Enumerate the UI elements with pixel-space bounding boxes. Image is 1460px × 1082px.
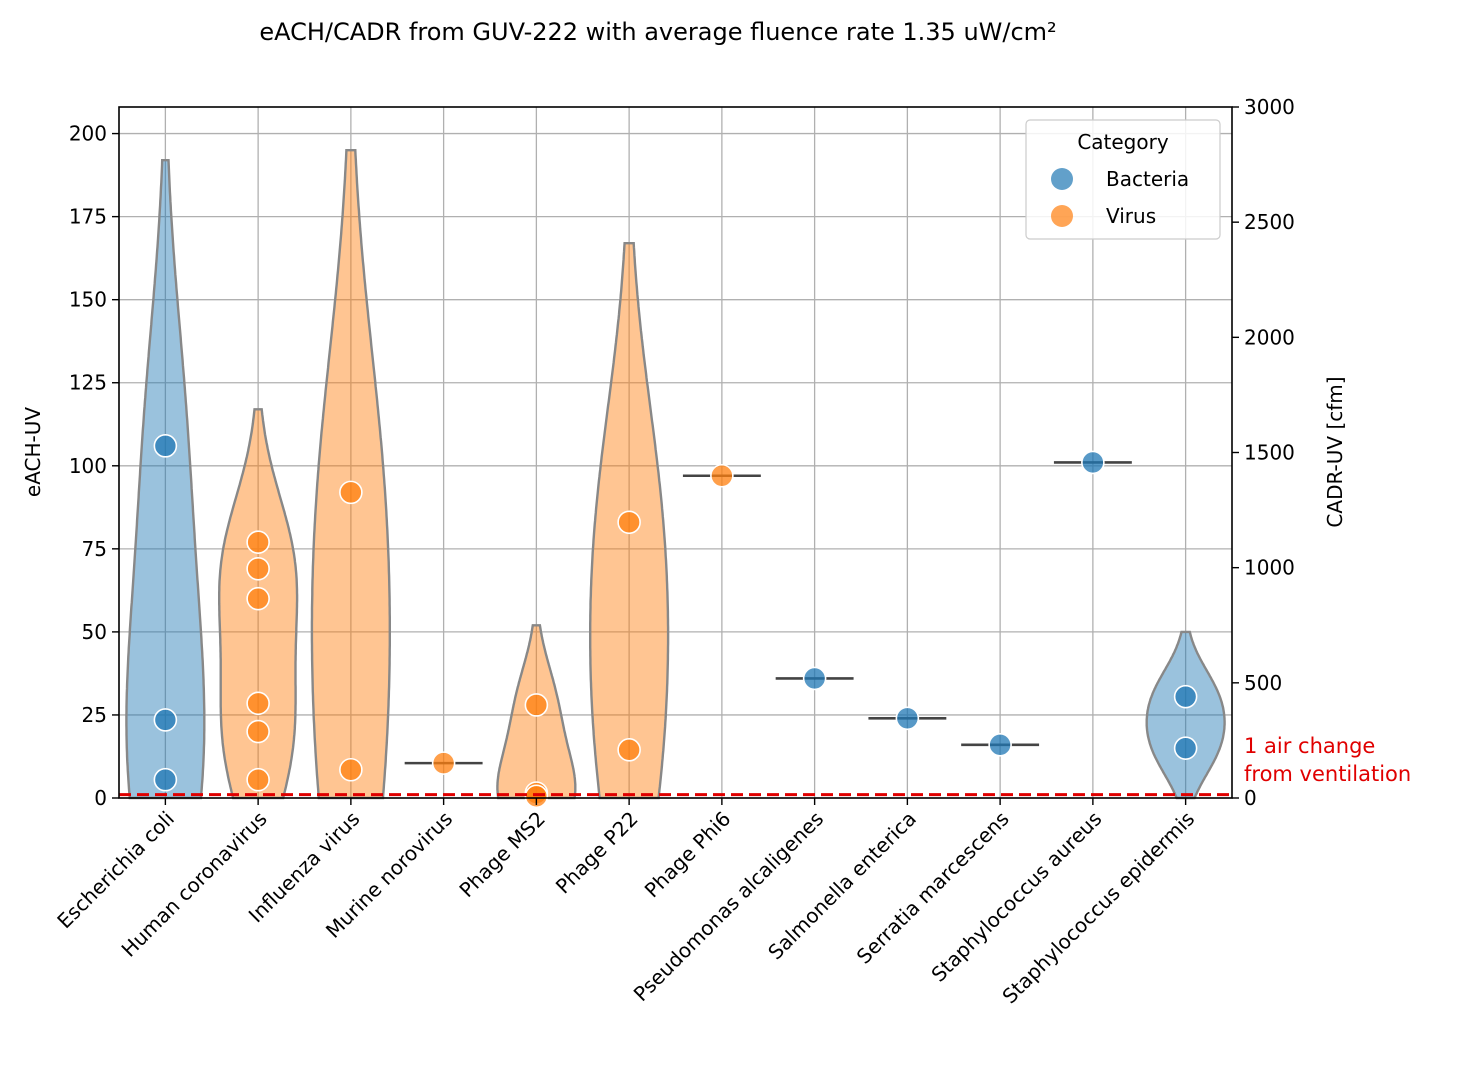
y-tick-label-25: 25 [82,703,107,727]
point-phage-p22-0 [617,510,641,535]
point-human-coronavirus-4 [246,719,270,744]
y2-tick-label-3000: 3000 [1244,95,1295,119]
y2-axis-label: CADR-UV [cfm] [1323,376,1347,527]
point-escherichia-coli-0 [153,434,178,458]
legend: Category Bacteria Virus [1025,119,1221,240]
point-serratia-marcescens-0 [988,733,1012,757]
y-axis-left: 0 25 50 75 100 125 150 175 200 [69,122,119,810]
legend-label-bacteria: Bacteria [1106,167,1189,191]
point-influenza-virus-0 [339,480,363,505]
x-tick-label-serratia-marcescens: Serratia marcescens [852,807,1014,969]
point-human-coronavirus-3 [246,691,270,716]
point-phage-phi6-0 [710,463,734,488]
violin-staphylococcus-epidermis [1145,630,1226,800]
point-phage-p22-1 [617,738,641,762]
data-points [153,434,1198,809]
x-tick-label-phage-p22: Phage P22 [551,807,643,899]
y-tick-label-100: 100 [69,454,107,478]
point-staphylococcus-epidermis-0 [1173,684,1198,709]
y2-tick-label-500: 500 [1244,671,1282,695]
y-tick-label-125: 125 [69,371,107,395]
point-staphylococcus-aureus-0 [1081,450,1105,475]
violin-influenza-virus [310,149,391,800]
plot-area [118,106,1233,809]
y-tick-label-0: 0 [94,786,107,810]
violin-escherichia-coli [125,159,206,800]
point-murine-norovirus-0 [431,751,456,775]
y-axis-right: 0 500 1000 1500 2000 2500 3000 [1232,95,1295,810]
y-tick-label-75: 75 [82,537,107,561]
legend-marker-virus [1051,205,1073,227]
reference-line-label: 1 air change from ventilation [1244,734,1411,786]
point-phage-ms2-2 [524,784,549,809]
point-human-coronavirus-5 [246,767,270,792]
y-tick-label-150: 150 [69,288,107,312]
y-tick-label-175: 175 [69,205,107,229]
x-tick-label-pseudomonas-alcaligenes: Pseudomonas alcaligenes [629,807,828,1006]
legend-title: Category [1077,130,1169,154]
point-phage-ms2-0 [524,693,549,717]
reference-line-label-2: from ventilation [1244,762,1411,786]
point-influenza-virus-1 [339,757,363,782]
point-escherichia-coli-2 [153,767,178,792]
y2-tick-label-2500: 2500 [1244,210,1295,234]
y2-tick-label-1000: 1000 [1244,556,1295,580]
violins [125,149,1226,800]
x-tick-label-phage-phi6: Phage Phi6 [640,807,736,903]
y2-tick-label-2000: 2000 [1244,325,1295,349]
x-tick-label-phage-ms2: Phage MS2 [454,807,549,902]
point-human-coronavirus-1 [246,556,270,581]
x-tick-label-staphylococcus-epidermis: Staphylococcus epidermis [997,807,1199,1009]
legend-box [1025,119,1221,240]
y2-tick-label-0: 0 [1244,786,1257,810]
y-axis-label: eACH-UV [21,407,45,497]
point-salmonella-enterica-0 [895,706,920,731]
point-staphylococcus-epidermis-1 [1173,736,1198,760]
y2-tick-label-1500: 1500 [1244,441,1295,465]
legend-marker-bacteria [1051,168,1073,190]
grid [119,107,1232,799]
point-human-coronavirus-0 [246,530,270,554]
reference-line-label-1: 1 air change [1244,734,1375,758]
point-escherichia-coli-1 [153,708,178,732]
y-tick-label-200: 200 [69,122,107,146]
x-tick-label-staphylococcus-aureus: Staphylococcus aureus [926,807,1106,987]
legend-label-virus: Virus [1106,204,1156,228]
chart-title: eACH/CADR from GUV-222 with average flue… [259,18,1056,46]
y-tick-label-50: 50 [82,620,107,644]
point-human-coronavirus-2 [246,586,270,611]
point-pseudomonas-alcaligenes-0 [802,666,827,691]
